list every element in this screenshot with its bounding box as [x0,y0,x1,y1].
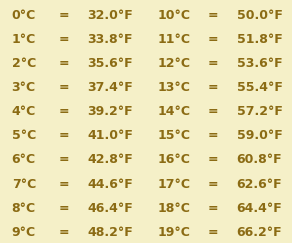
Text: 35.6°F: 35.6°F [88,57,133,70]
Text: 42.8°F: 42.8°F [88,154,133,166]
Text: 41.0°F: 41.0°F [88,130,133,142]
Text: 13°C: 13°C [158,81,191,94]
Text: 12°C: 12°C [158,57,191,70]
Text: =: = [208,33,218,46]
Text: 66.2°F: 66.2°F [237,226,282,239]
Text: 6°C: 6°C [12,154,36,166]
Text: 14°C: 14°C [158,105,191,118]
Text: 18°C: 18°C [158,201,191,215]
Text: 51.8°F: 51.8°F [237,33,282,46]
Text: =: = [59,9,69,22]
Text: 15°C: 15°C [158,130,191,142]
Text: 48.2°F: 48.2°F [88,226,133,239]
Text: =: = [59,177,69,191]
Text: 37.4°F: 37.4°F [88,81,133,94]
Text: 3°C: 3°C [12,81,36,94]
Text: =: = [208,177,218,191]
Text: =: = [208,81,218,94]
Text: 55.4°F: 55.4°F [237,81,282,94]
Text: 8°C: 8°C [12,201,36,215]
Text: =: = [59,130,69,142]
Text: =: = [59,57,69,70]
Text: 7°C: 7°C [12,177,36,191]
Text: =: = [59,154,69,166]
Text: 1°C: 1°C [12,33,36,46]
Text: 50.0°F: 50.0°F [237,9,282,22]
Text: =: = [59,81,69,94]
Text: =: = [208,226,218,239]
Text: =: = [208,154,218,166]
Text: =: = [59,105,69,118]
Text: 59.0°F: 59.0°F [237,130,282,142]
Text: 16°C: 16°C [158,154,191,166]
Text: 53.6°F: 53.6°F [237,57,282,70]
Text: 44.6°F: 44.6°F [88,177,133,191]
Text: 9°C: 9°C [12,226,36,239]
Text: 0°C: 0°C [12,9,36,22]
Text: =: = [208,9,218,22]
Text: 4°C: 4°C [12,105,36,118]
Text: 17°C: 17°C [158,177,191,191]
Text: 60.8°F: 60.8°F [237,154,282,166]
Text: 19°C: 19°C [158,226,191,239]
Text: 62.6°F: 62.6°F [237,177,282,191]
Text: 57.2°F: 57.2°F [237,105,282,118]
Text: =: = [208,201,218,215]
Text: =: = [208,57,218,70]
Text: 2°C: 2°C [12,57,36,70]
Text: 10°C: 10°C [158,9,191,22]
Text: 39.2°F: 39.2°F [88,105,133,118]
Text: =: = [59,226,69,239]
Text: 11°C: 11°C [158,33,191,46]
Text: 32.0°F: 32.0°F [88,9,133,22]
Text: 46.4°F: 46.4°F [88,201,133,215]
Text: =: = [208,130,218,142]
Text: =: = [59,201,69,215]
Text: 64.4°F: 64.4°F [237,201,282,215]
Text: =: = [208,105,218,118]
Text: 5°C: 5°C [12,130,36,142]
Text: 33.8°F: 33.8°F [88,33,133,46]
Text: =: = [59,33,69,46]
